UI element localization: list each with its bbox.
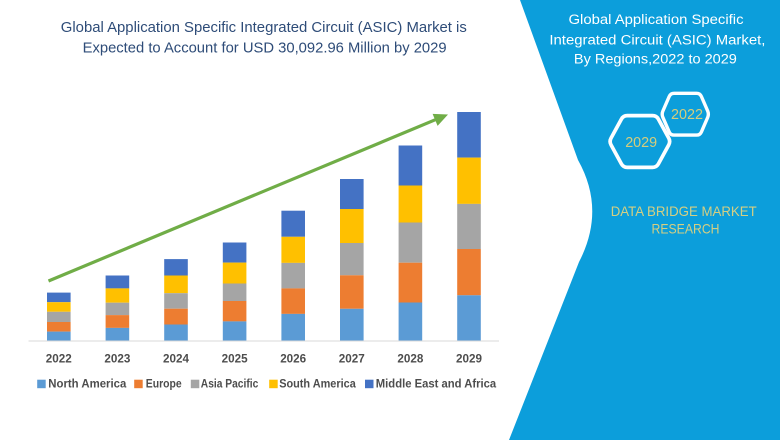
svg-text:Expected to Account for USD 30: Expected to Account for USD 30,092.96 Mi… — [83, 40, 447, 56]
svg-text:2029: 2029 — [625, 135, 657, 151]
svg-text:2022: 2022 — [46, 352, 72, 366]
svg-text:Global Application Specific In: Global Application Specific Integrated C… — [61, 20, 467, 36]
svg-text:2024: 2024 — [163, 352, 189, 366]
svg-text:2028: 2028 — [397, 352, 423, 366]
svg-text:South America: South America — [279, 376, 356, 390]
svg-text:2027: 2027 — [339, 352, 365, 366]
svg-text:North America: North America — [48, 376, 126, 390]
svg-text:DATA BRIDGE MARKET: DATA BRIDGE MARKET — [611, 204, 758, 219]
svg-text:By Regions,2022 to 2029: By Regions,2022 to 2029 — [574, 52, 737, 68]
svg-text:RESEARCH: RESEARCH — [652, 221, 720, 236]
svg-text:2025: 2025 — [222, 352, 248, 366]
svg-text:Europe: Europe — [146, 376, 182, 390]
svg-text:2023: 2023 — [104, 352, 130, 366]
svg-text:Global Application Specific: Global Application Specific — [569, 12, 744, 28]
svg-text:2022: 2022 — [671, 107, 703, 123]
svg-text:Asia Pacific: Asia Pacific — [201, 376, 259, 390]
svg-text:Integrated Circuit (ASIC) Mark: Integrated Circuit (ASIC) Market, — [549, 33, 765, 49]
svg-text:2029: 2029 — [456, 352, 482, 366]
svg-text:2026: 2026 — [280, 352, 306, 366]
svg-text:Middle East and Africa: Middle East and Africa — [376, 376, 497, 390]
